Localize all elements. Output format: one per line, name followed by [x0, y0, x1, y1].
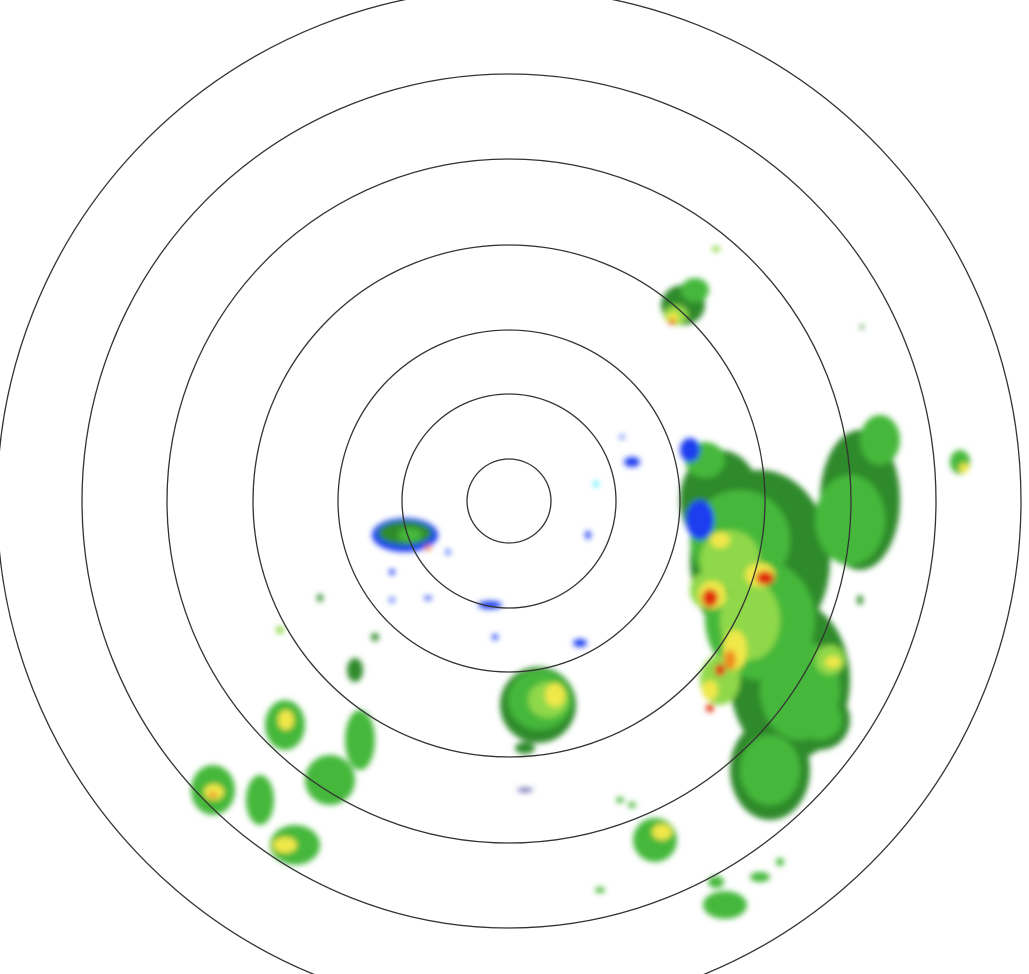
echo-green: [750, 872, 770, 882]
echo-light-green: [712, 246, 720, 252]
echo-red: [669, 319, 675, 325]
echo-dark-green: [347, 658, 363, 682]
echo-green: [628, 802, 636, 808]
echo-light-blue: [389, 569, 395, 575]
echo-very-light: [517, 788, 533, 792]
echo-cyan: [594, 481, 598, 487]
echo-dark-green: [317, 594, 323, 602]
range-ring-1: [466, 458, 552, 544]
echo-red: [706, 704, 714, 712]
echo-yellow: [278, 710, 294, 730]
echo-green: [708, 876, 724, 888]
echo-green: [616, 797, 624, 803]
range-ring-6: [81, 73, 937, 929]
echo-green: [595, 887, 605, 893]
precipitation-echoes: [191, 246, 970, 919]
echo-light-blue: [573, 639, 587, 647]
echo-yellow: [825, 656, 841, 668]
echo-green: [798, 700, 842, 740]
echo-light-blue: [446, 549, 450, 555]
echo-light-blue: [620, 435, 624, 439]
echo-light-blue: [686, 500, 714, 540]
echo-yellow: [702, 680, 718, 700]
echo-green: [398, 528, 422, 542]
echo-light-blue: [624, 457, 640, 467]
echo-light-blue: [424, 596, 432, 600]
echo-light-blue: [389, 598, 395, 602]
echo-dark-green: [515, 742, 535, 754]
echo-green: [740, 735, 800, 805]
echo-light-blue: [492, 634, 498, 640]
echo-green: [246, 775, 274, 825]
echo-orange: [724, 650, 736, 670]
range-ring-3: [337, 329, 681, 673]
echo-red: [756, 571, 774, 585]
echo-dark-green: [860, 325, 864, 329]
echo-green: [776, 858, 784, 866]
range-ring-2: [401, 393, 617, 609]
echo-green: [681, 278, 709, 302]
echo-dark-green: [857, 595, 863, 605]
echo-green: [703, 891, 747, 919]
range-ring-5: [166, 158, 852, 844]
echo-yellow: [710, 532, 730, 548]
echo-green: [860, 415, 900, 465]
echo-orange: [209, 792, 217, 798]
echo-red: [702, 589, 718, 607]
echo-green: [305, 755, 355, 805]
range-ring-4: [252, 244, 766, 758]
echo-light-green: [276, 626, 284, 634]
echo-yellow: [204, 784, 224, 800]
echo-yellow: [959, 463, 969, 473]
echo-light-blue: [680, 438, 700, 462]
echo-red: [715, 664, 725, 676]
echo-dark-green: [371, 633, 379, 641]
echo-green: [633, 818, 677, 862]
echo-yellow: [652, 824, 672, 840]
echo-yellow: [273, 837, 297, 853]
echo-yellow: [545, 683, 565, 707]
echo-green: [345, 710, 375, 770]
echo-orange: [425, 545, 431, 551]
echo-light-blue: [585, 531, 591, 539]
